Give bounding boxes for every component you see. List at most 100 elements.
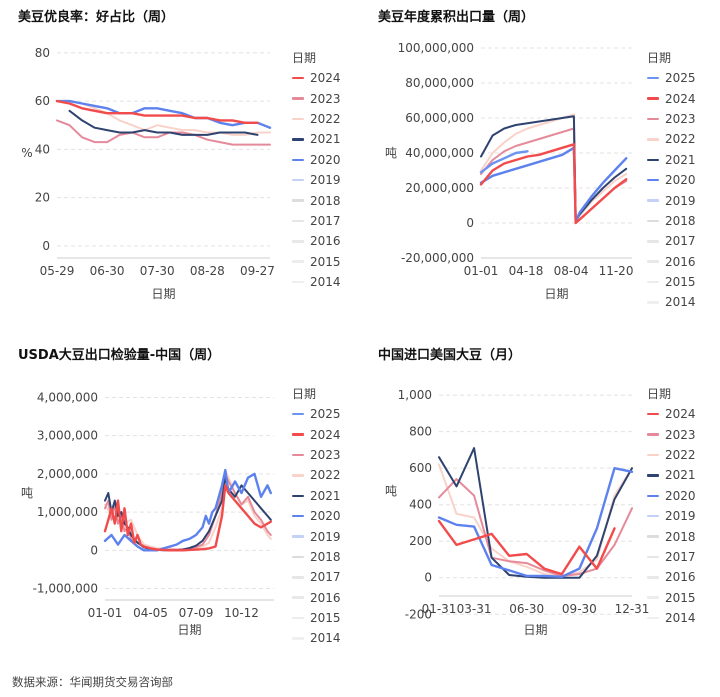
y-tick-label: 80,000,000: [405, 76, 474, 90]
legend-item-2016[interactable]: 2016: [292, 231, 372, 251]
legend-swatch: [292, 637, 304, 640]
legend-item-2018[interactable]: 2018: [292, 190, 372, 210]
legend-item-2016[interactable]: 2016: [647, 567, 720, 587]
legend-item-2015[interactable]: 2015: [647, 272, 720, 292]
y-tick-label: 2,000,000: [37, 467, 98, 481]
legend-swatch: [647, 433, 659, 436]
legend-item-2019[interactable]: 2019: [292, 526, 372, 546]
legend-swatch: [647, 280, 659, 284]
y-tick-label: 800: [409, 425, 432, 439]
legend-item-2022[interactable]: 2022: [647, 129, 720, 149]
y-tick-label: 4,000,000: [37, 390, 98, 404]
legend-item-2021[interactable]: 2021: [292, 129, 372, 149]
legend-item-2021[interactable]: 2021: [292, 486, 372, 506]
y-tick-label: 3,000,000: [37, 429, 98, 443]
legend-label: 2015: [665, 590, 696, 605]
legend-item-2017[interactable]: 2017: [647, 547, 720, 567]
legend-item-2021[interactable]: 2021: [647, 150, 720, 170]
legend-item-2023[interactable]: 2023: [292, 445, 372, 465]
series-line-2022: [56, 100, 271, 136]
legend-item-2014[interactable]: 2014: [647, 292, 720, 306]
legend-item-2024[interactable]: 2024: [647, 404, 720, 424]
chart-plot: 0 20 40 60 80 05-29 06-30 07-30 08-28 09-27% 日期: [21, 46, 275, 301]
legend-label: 2015: [665, 275, 696, 290]
legend-item-2017[interactable]: 2017: [292, 211, 372, 231]
legend-item-2022[interactable]: 2022: [292, 109, 372, 129]
chart-panel-bean-cumulative-exports: 美豆年度累积出口量（周） 100,000,000 80,000,000 60,000…: [360, 0, 720, 340]
chart-legend: 日期 2025 2024 2023 2022 2021 2020 2019 2018 2017 2…: [292, 384, 372, 642]
legend-label: 2021: [665, 152, 696, 167]
y-tick-label: 0: [42, 239, 50, 253]
legend-item-2016[interactable]: 2016: [647, 252, 720, 272]
legend-item-2019[interactable]: 2019: [647, 190, 720, 210]
y-tick-label: 100,000,000: [398, 41, 474, 55]
legend-label: 2024: [310, 427, 341, 442]
legend-item-2020[interactable]: 2020: [292, 150, 372, 170]
legend-item-2014[interactable]: 2014: [292, 628, 372, 642]
legend-label: 2021: [665, 468, 696, 483]
series-line-2024: [55, 99, 259, 125]
legend-item-2020[interactable]: 2020: [292, 506, 372, 526]
legend-label: 2020: [310, 509, 341, 524]
legend-swatch: [647, 219, 659, 223]
chart-legend: 日期 2024 2023 2022 2021 2020 2019 2018 2017 2016 2…: [292, 48, 372, 306]
series-line-2024: [103, 484, 272, 552]
legend-label: 2023: [665, 427, 696, 442]
legend-swatch: [292, 453, 304, 457]
legend-swatch: [292, 412, 304, 416]
y-tick-label: 80: [35, 46, 50, 60]
legend-swatch: [292, 219, 304, 223]
legend-item-2017[interactable]: 2017: [292, 567, 372, 587]
x-tick-label: 12-31: [615, 602, 650, 616]
legend-item-2022[interactable]: 2022: [647, 445, 720, 465]
legend-label: 2018: [310, 193, 341, 208]
legend-item-2020[interactable]: 2020: [647, 170, 720, 190]
legend-item-2018[interactable]: 2018: [647, 211, 720, 231]
legend-item-2015[interactable]: 2015: [292, 608, 372, 628]
legend-label: 2018: [665, 213, 696, 228]
series-line-2020: [55, 99, 272, 129]
legend-label: 2024: [665, 407, 696, 422]
y-tick-label: 20: [35, 191, 50, 205]
legend-label: 2021: [310, 132, 341, 147]
legend-swatch: [292, 117, 304, 121]
legend-item-2017[interactable]: 2017: [647, 231, 720, 251]
legend-swatch: [292, 474, 304, 477]
legend-swatch: [647, 616, 659, 620]
legend-item-2025[interactable]: 2025: [647, 68, 720, 88]
legend-swatch: [647, 555, 659, 559]
legend-label: 2014: [665, 295, 696, 306]
legend-item-2015[interactable]: 2015: [647, 588, 720, 608]
legend-item-2022[interactable]: 2022: [292, 465, 372, 485]
legend-swatch: [647, 76, 659, 80]
legend-item-2024[interactable]: 2024: [647, 88, 720, 108]
legend-item-2021[interactable]: 2021: [647, 465, 720, 485]
legend-item-2016[interactable]: 2016: [292, 588, 372, 608]
legend-item-2018[interactable]: 2018: [647, 526, 720, 546]
legend-swatch: [292, 535, 304, 538]
x-tick-label: 01-31: [422, 602, 457, 616]
legend-item-2018[interactable]: 2018: [292, 547, 372, 567]
legend-label: 2022: [665, 132, 696, 147]
legend-label: 2017: [310, 570, 341, 585]
legend-label: 2025: [310, 407, 341, 422]
legend-swatch: [292, 260, 304, 263]
legend-item-2025[interactable]: 2025: [292, 404, 372, 424]
legend-item-2024[interactable]: 2024: [292, 68, 372, 88]
legend-swatch: [647, 412, 659, 416]
legend-label: 2025: [665, 71, 696, 86]
legend-item-2014[interactable]: 2014: [292, 272, 372, 292]
legend-item-2023[interactable]: 2023: [647, 424, 720, 444]
legend-item-2015[interactable]: 2015: [292, 252, 372, 272]
legend-item-2020[interactable]: 2020: [647, 486, 720, 506]
legend-item-2023[interactable]: 2023: [647, 109, 720, 129]
legend-item-2019[interactable]: 2019: [292, 170, 372, 190]
x-axis-label: 日期: [177, 623, 201, 637]
legend-swatch: [292, 433, 304, 436]
legend-item-2014[interactable]: 2014: [647, 608, 720, 628]
legend-item-2024[interactable]: 2024: [292, 424, 372, 444]
legend-swatch: [647, 576, 659, 579]
x-axis-label: 日期: [151, 287, 175, 301]
legend-item-2019[interactable]: 2019: [647, 506, 720, 526]
legend-item-2023[interactable]: 2023: [292, 88, 372, 108]
